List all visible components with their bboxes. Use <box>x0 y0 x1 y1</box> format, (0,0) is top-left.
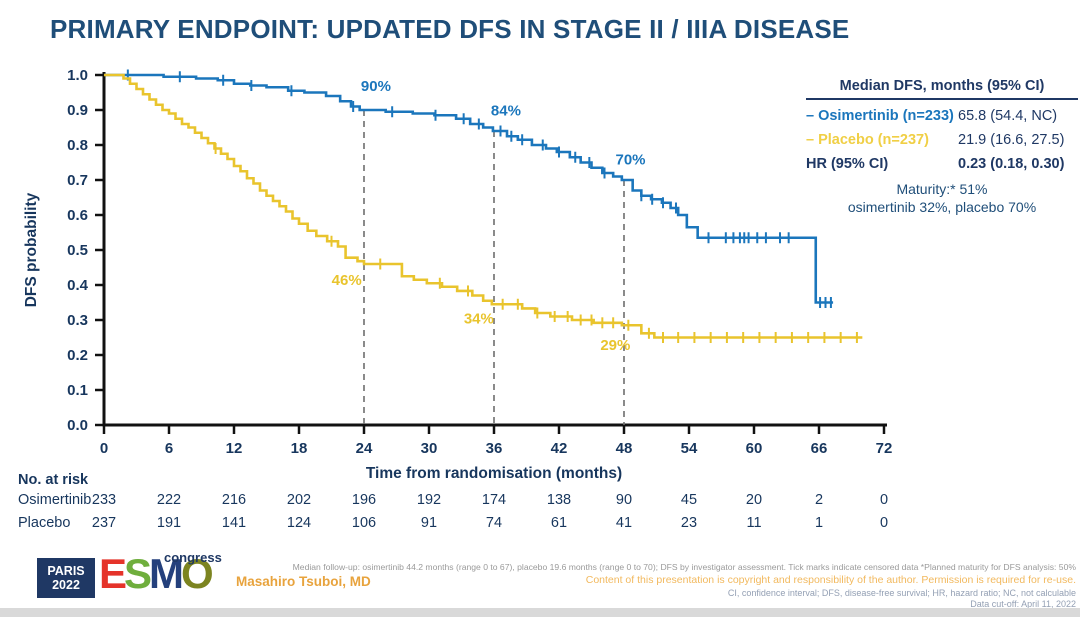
risk-count: 20 <box>745 492 763 508</box>
risk-count: 138 <box>546 492 572 508</box>
survival-rate-annotation: 84% <box>491 102 521 119</box>
x-tick-label: 30 <box>421 440 438 457</box>
km-curve-placebo <box>104 73 863 339</box>
risk-count: 45 <box>680 492 698 508</box>
maturity-line1: Maturity:* 51% <box>896 181 988 197</box>
y-tick-label: 0.4 <box>67 277 89 294</box>
survival-rate-annotation: 70% <box>615 151 645 168</box>
y-tick-label: 0.2 <box>67 347 88 364</box>
abbreviations-footnote: CI, confidence interval; DFS, disease-fr… <box>727 587 1076 598</box>
x-tick-label: 6 <box>165 440 173 457</box>
x-tick-label: 66 <box>811 440 828 457</box>
x-tick-label: 54 <box>681 440 698 457</box>
x-tick-label: 72 <box>876 440 893 457</box>
median-dfs-table-header: Median DFS, months (95% CI) <box>839 78 1045 94</box>
maturity-note: Maturity:* 51% osimertinib 32%, placebo … <box>806 180 1078 216</box>
x-tick-label: 12 <box>226 440 243 457</box>
risk-count: 23 <box>680 515 698 531</box>
osimertinib-series-label: – Osimertinib (n=233) <box>806 108 954 124</box>
table-header-rule <box>806 98 1078 100</box>
risk-count: 124 <box>286 515 312 531</box>
risk-count: 202 <box>286 492 312 508</box>
esmo-wordmark: ESMO <box>99 548 214 600</box>
y-tick-label: 0.5 <box>67 242 88 259</box>
km-curve-osimertinib <box>104 73 834 304</box>
table-row-placebo: – Placebo (n=237) 21.9 (16.6, 27.5) <box>806 132 1078 148</box>
copyright-notice: Content of this presentation is copyrigh… <box>585 573 1076 586</box>
hr-value: 0.23 (0.18, 0.30) <box>958 156 1065 172</box>
risk-count: 1 <box>814 515 824 531</box>
maturity-line2: osimertinib 32%, placebo 70% <box>847 199 1037 216</box>
survival-rate-annotation: 46% <box>332 272 362 289</box>
esmo-letter: S <box>124 550 152 597</box>
x-tick-label: 18 <box>291 440 308 457</box>
x-tick-label: 36 <box>486 440 503 457</box>
survival-rate-annotation: 34% <box>464 311 494 328</box>
risk-count: 106 <box>351 515 377 531</box>
x-tick-label: 42 <box>551 440 568 457</box>
esmo-letter: M <box>149 550 184 597</box>
risk-count: 91 <box>420 515 438 531</box>
risk-count: 74 <box>485 515 503 531</box>
risk-count: 2 <box>814 492 824 508</box>
risk-count: 0 <box>879 515 889 531</box>
y-tick-label: 0.7 <box>67 172 88 189</box>
paris-2022-badge: PARIS 2022 <box>37 558 95 598</box>
hr-label: HR (95% CI) <box>806 156 889 172</box>
x-tick-label: 24 <box>356 440 373 457</box>
risk-row-label: Placebo <box>18 515 71 531</box>
y-tick-label: 0.9 <box>67 102 88 119</box>
followup-footnote: Median follow-up: osimertinib 44.2 month… <box>292 562 1076 572</box>
survival-rate-annotation: 29% <box>600 337 630 354</box>
y-tick-label: 0.3 <box>67 312 88 329</box>
x-tick-label: 48 <box>616 440 633 457</box>
y-axis-title: DFS probability <box>23 192 40 307</box>
esmo-letter: O <box>181 550 214 597</box>
risk-count: 90 <box>615 492 633 508</box>
risk-count: 0 <box>879 492 889 508</box>
y-tick-label: 0.6 <box>67 207 88 224</box>
placebo-series-label: – Placebo (n=237) <box>806 132 929 148</box>
risk-count: 222 <box>156 492 182 508</box>
esmo-letter: E <box>99 550 127 597</box>
slide-bottom-band <box>0 608 1080 617</box>
osimertinib-median-value: 65.8 (54.4, NC) <box>958 108 1058 124</box>
x-tick-label: 60 <box>746 440 763 457</box>
table-row-osimertinib: – Osimertinib (n=233) 65.8 (54.4, NC) <box>806 108 1078 124</box>
risk-count: 196 <box>351 492 377 508</box>
placebo-median-value: 21.9 (16.6, 27.5) <box>958 132 1065 148</box>
logo-year: 2022 <box>52 578 80 592</box>
risk-count: 191 <box>156 515 182 531</box>
y-tick-label: 0.1 <box>67 382 88 399</box>
risk-count: 233 <box>91 492 117 508</box>
median-dfs-table: Median DFS, months (95% CI) – Osimertini… <box>806 78 1078 216</box>
footnotes: Median follow-up: osimertinib 44.2 month… <box>293 562 1076 610</box>
y-tick-label: 0.8 <box>67 137 88 154</box>
risk-count: 216 <box>221 492 247 508</box>
y-tick-label: 0.0 <box>67 417 88 434</box>
x-axis-title: Time from randomisation (months) <box>366 465 622 482</box>
risk-count: 174 <box>481 492 507 508</box>
risk-count: 61 <box>550 515 568 531</box>
x-tick-label: 0 <box>100 440 108 457</box>
kaplan-meier-chart: 0 6 12 18 24 30 36 42 48 54 60 66 72 0.0 0.1 0.2 0.3 0.4 0… <box>23 67 893 482</box>
presenter-name: Masahiro Tsuboi, MD <box>236 574 371 589</box>
risk-row-label: Osimertinib <box>18 492 92 508</box>
risk-count: 237 <box>91 515 117 531</box>
risk-count: 11 <box>746 515 762 531</box>
no-at-risk-heading: No. at risk <box>18 472 89 488</box>
risk-count: 141 <box>221 515 247 531</box>
risk-count: 192 <box>416 492 442 508</box>
data-cutoff-note: Data cut-off: April 11, 2022 <box>970 599 1076 610</box>
risk-count: 41 <box>615 515 633 531</box>
survival-rate-annotation: 90% <box>361 78 391 95</box>
logo-city: PARIS <box>47 563 85 578</box>
slide-title: PRIMARY ENDPOINT: UPDATED DFS IN STAGE I… <box>50 14 850 44</box>
table-row-hazard-ratio: HR (95% CI) 0.23 (0.18, 0.30) <box>806 156 1078 172</box>
y-tick-label: 1.0 <box>67 67 88 84</box>
congress-label: congress <box>164 550 222 565</box>
